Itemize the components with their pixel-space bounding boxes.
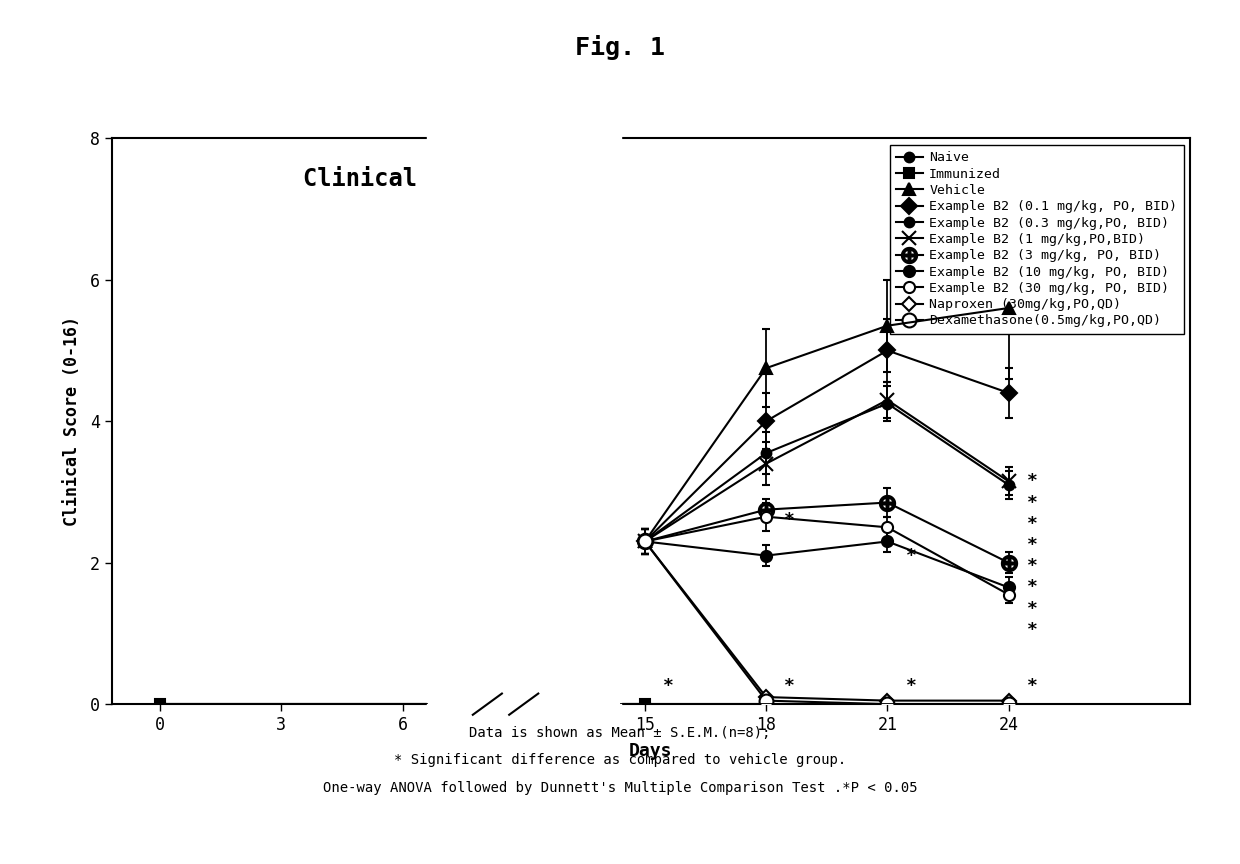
Text: *: *: [1027, 677, 1038, 696]
Text: *: *: [905, 547, 916, 564]
Text: One-way ANOVA followed by Dunnett's Multiple Comparison Test .*P < 0.05: One-way ANOVA followed by Dunnett's Mult…: [322, 781, 918, 795]
Text: *: *: [1027, 621, 1038, 638]
Text: *: *: [1027, 557, 1038, 575]
Legend: Naive, Immunized, Vehicle, Example B2 (0.1 mg/kg, PO, BID), Example B2 (0.3 mg/k: Naive, Immunized, Vehicle, Example B2 (0…: [889, 145, 1184, 334]
Text: *: *: [1027, 578, 1038, 596]
Text: Clinical Score: Clinical Score: [303, 167, 502, 191]
Text: *: *: [905, 677, 916, 696]
Text: *: *: [1027, 536, 1038, 554]
Text: *: *: [785, 677, 795, 696]
Text: *: *: [663, 677, 675, 696]
Text: *: *: [1027, 515, 1038, 533]
Y-axis label: Clinical Score (0-16): Clinical Score (0-16): [63, 316, 82, 526]
Text: *: *: [1027, 473, 1038, 491]
X-axis label: Days: Days: [629, 742, 673, 760]
Text: * Significant difference as compared to vehicle group.: * Significant difference as compared to …: [394, 753, 846, 767]
Text: Data is shown as Mean ± S.E.M.(n=8);: Data is shown as Mean ± S.E.M.(n=8);: [469, 726, 771, 740]
Text: Fig. 1: Fig. 1: [575, 35, 665, 60]
Text: *: *: [1027, 600, 1038, 618]
Text: *: *: [785, 511, 795, 530]
Text: *: *: [1027, 493, 1038, 511]
Bar: [427, 103, 621, 740]
